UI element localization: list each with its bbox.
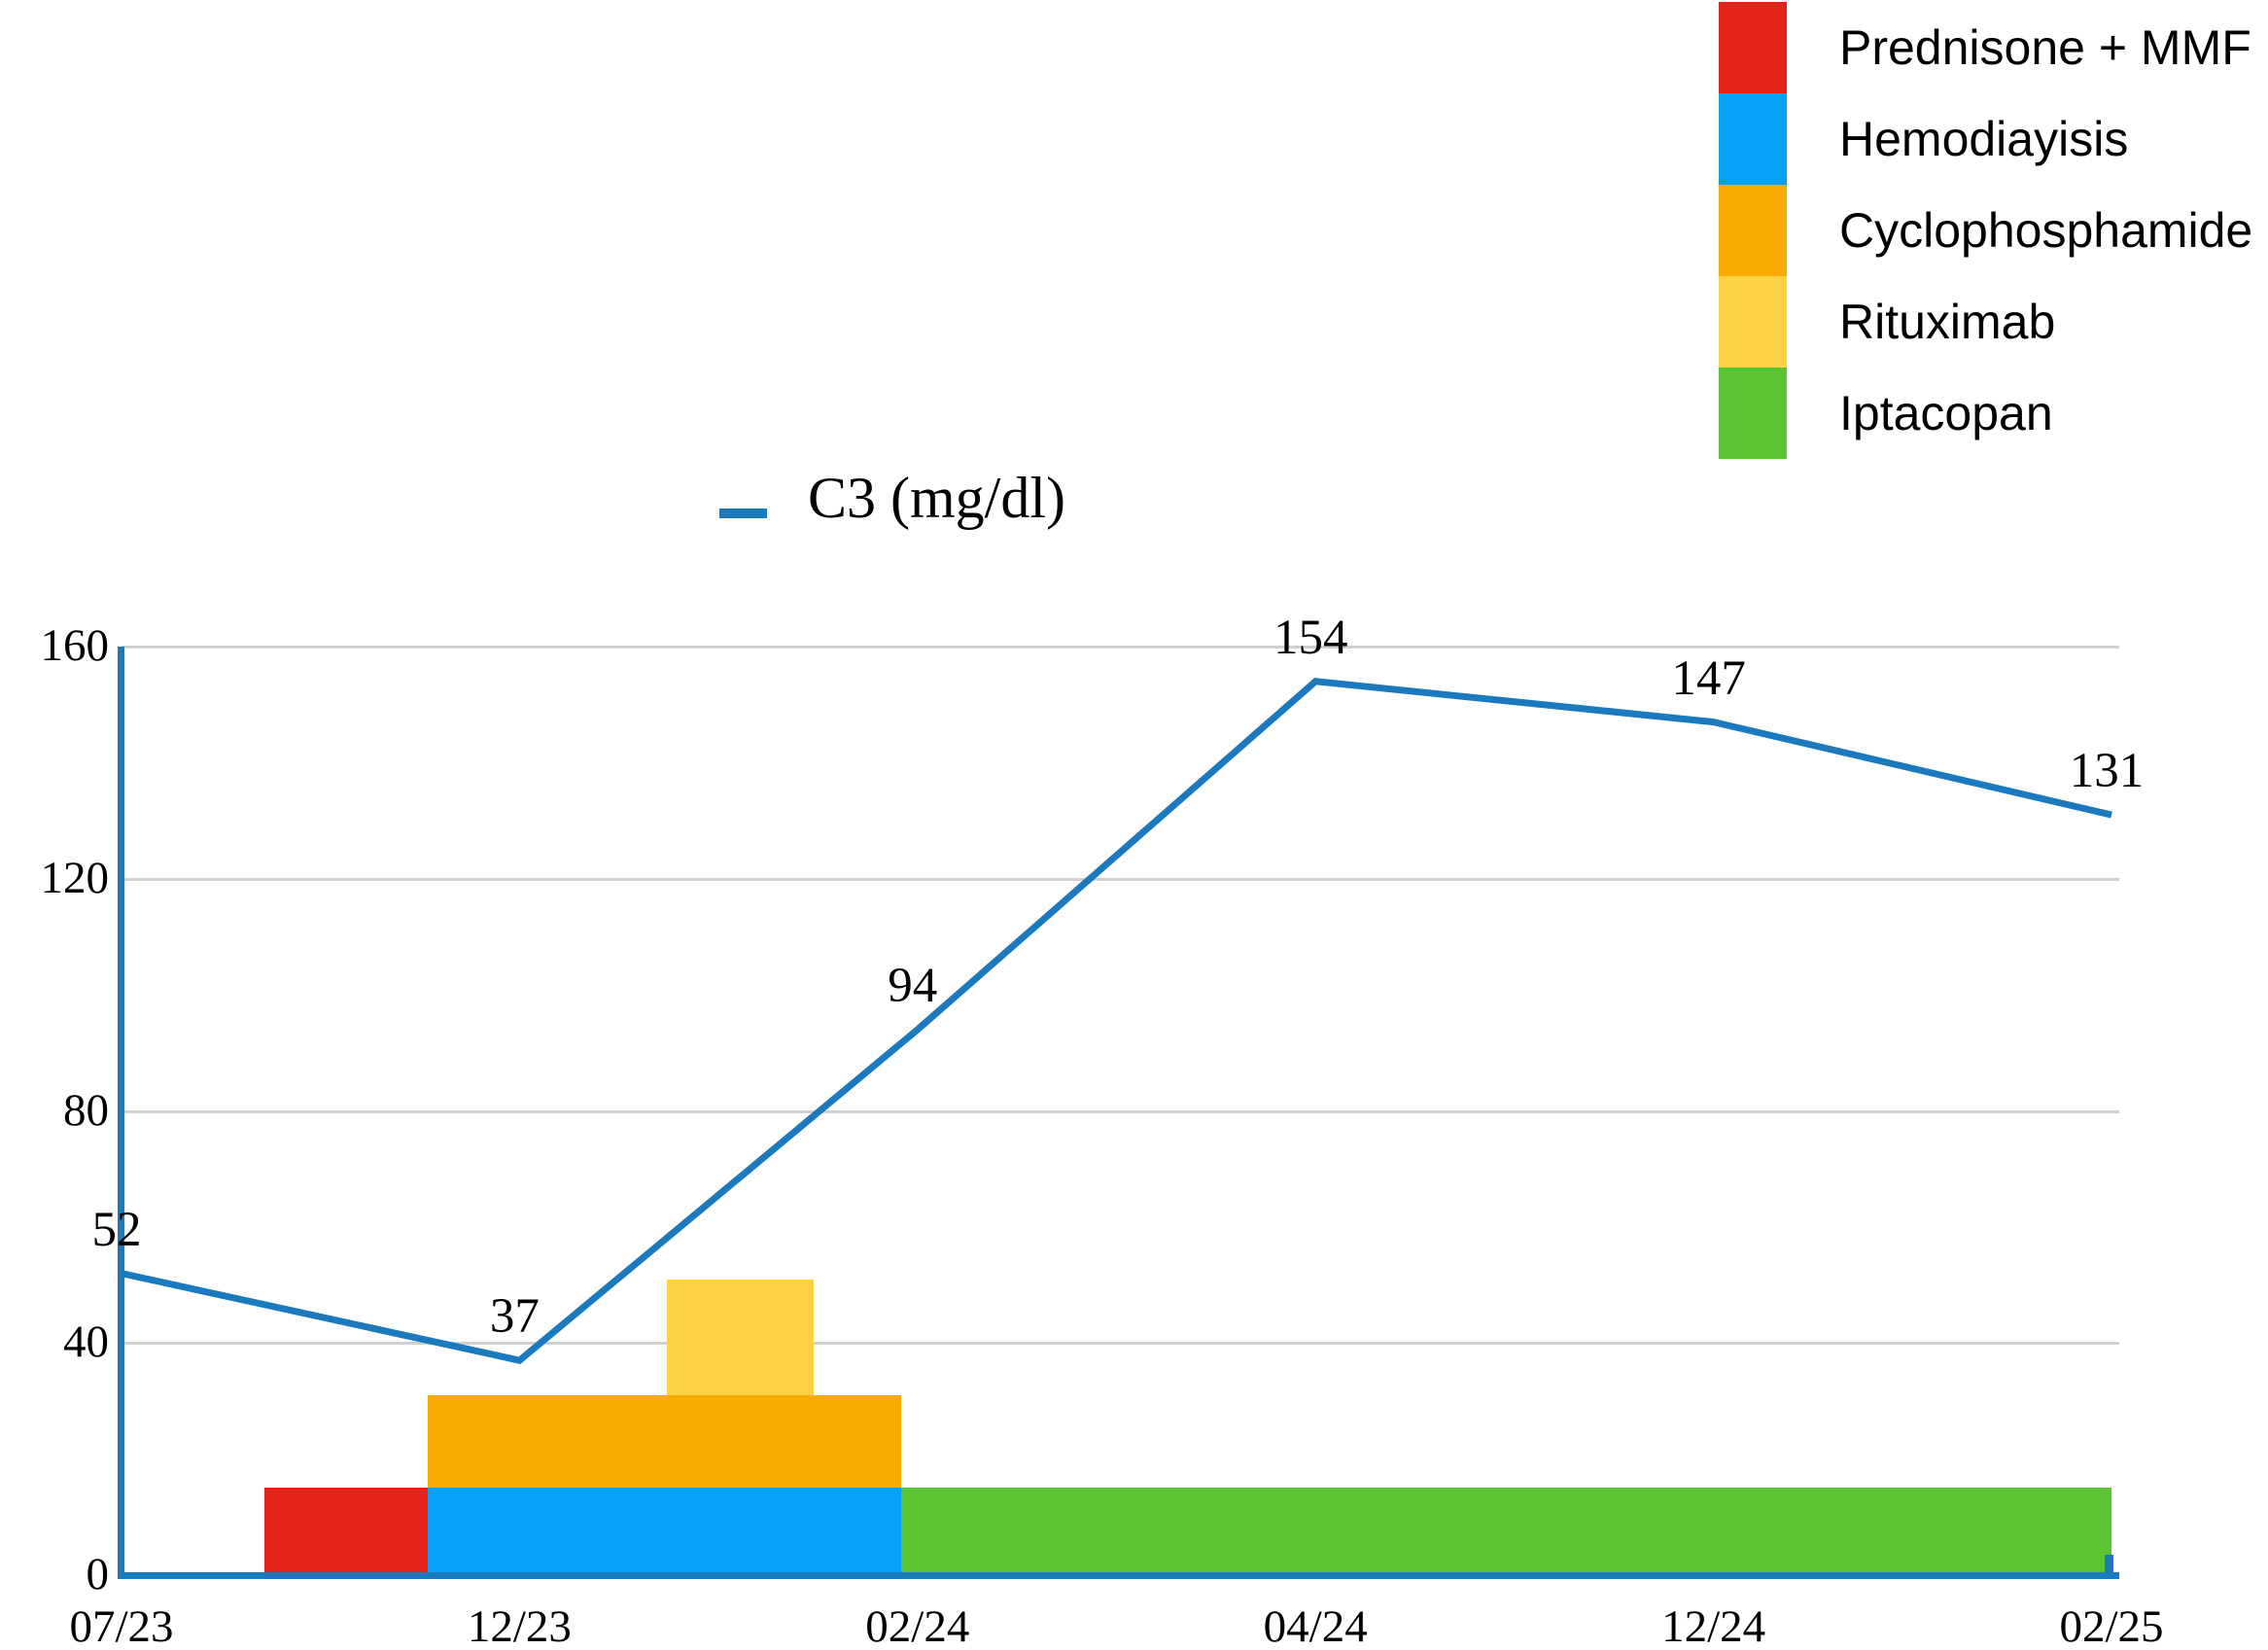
y-tick-label: 40 bbox=[63, 1316, 109, 1368]
legend-item: Rituximab bbox=[1719, 276, 2252, 368]
x-axis-end-tick bbox=[2105, 1555, 2113, 1576]
x-tick-label: 12/23 bbox=[467, 1601, 572, 1650]
data-point-label: 154 bbox=[1273, 610, 1348, 665]
treatment-bar-cyclophosphamide bbox=[428, 1394, 902, 1489]
x-tick-label: 04/24 bbox=[1263, 1601, 1368, 1650]
legend-swatch-icon bbox=[1719, 2, 1787, 93]
legend-label: Iptacopan bbox=[1839, 386, 2053, 440]
legend-swatch-icon bbox=[1719, 185, 1787, 276]
legend-label: Hemodiayisis bbox=[1839, 112, 2129, 166]
y-tick-label: 160 bbox=[40, 619, 110, 671]
y-tick-label: 0 bbox=[86, 1548, 110, 1599]
legend-label: Prednisone + MMF bbox=[1839, 20, 2251, 75]
data-point-label: 52 bbox=[91, 1202, 142, 1257]
legend-item: Hemodiayisis bbox=[1719, 93, 2252, 185]
legend-swatch-icon bbox=[1719, 368, 1787, 459]
x-tick-label: 07/23 bbox=[69, 1601, 174, 1650]
treatment-bar-prednisone-mmf bbox=[264, 1488, 429, 1575]
data-point-label: 94 bbox=[888, 958, 938, 1013]
x-tick-label: 02/24 bbox=[865, 1601, 970, 1650]
legend-item: Prednisone + MMF bbox=[1719, 2, 2252, 93]
treatment-bar-iptacopan bbox=[901, 1488, 2111, 1575]
series-legend-line-icon bbox=[719, 508, 767, 518]
y-tick-label: 120 bbox=[40, 852, 110, 903]
data-point-label: 147 bbox=[1671, 650, 1746, 706]
treatment-legend: Prednisone + MMF Hemodiayisis Cyclophospha… bbox=[1719, 2, 2252, 459]
legend-swatch-icon bbox=[1719, 276, 1787, 368]
data-point-label: 37 bbox=[489, 1289, 540, 1345]
x-tick-label: 02/25 bbox=[2059, 1601, 2164, 1650]
series-legend-label: C3 (mg/dl) bbox=[808, 466, 1065, 530]
x-tick-label: 12/24 bbox=[1661, 1601, 1766, 1650]
gridline-y120 bbox=[122, 877, 2119, 881]
legend-swatch-icon bbox=[1719, 93, 1787, 185]
y-tick-label: 80 bbox=[63, 1084, 109, 1136]
c3-line-path bbox=[121, 678, 2112, 1364]
legend-item: Cyclophosphamide bbox=[1719, 185, 2252, 276]
legend-label: Rituximab bbox=[1839, 295, 2056, 349]
treatment-bar-rituximab bbox=[666, 1279, 815, 1395]
legend-label: Cyclophosphamide bbox=[1839, 203, 2253, 258]
treatment-bar-hemodiayisis bbox=[428, 1488, 902, 1575]
gridline-y160 bbox=[122, 646, 2119, 649]
data-point-label: 131 bbox=[2069, 744, 2145, 799]
legend-item: Iptacopan bbox=[1719, 368, 2252, 459]
y-axis-line bbox=[118, 647, 124, 1578]
gridline-y80 bbox=[122, 1109, 2119, 1113]
series-legend: C3 (mg/dl) bbox=[719, 465, 1065, 532]
x-axis-line bbox=[118, 1572, 2119, 1579]
gridline-y40 bbox=[122, 1342, 2119, 1346]
